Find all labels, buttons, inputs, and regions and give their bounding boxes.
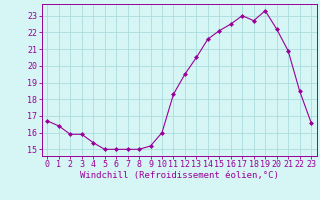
X-axis label: Windchill (Refroidissement éolien,°C): Windchill (Refroidissement éolien,°C) — [80, 171, 279, 180]
